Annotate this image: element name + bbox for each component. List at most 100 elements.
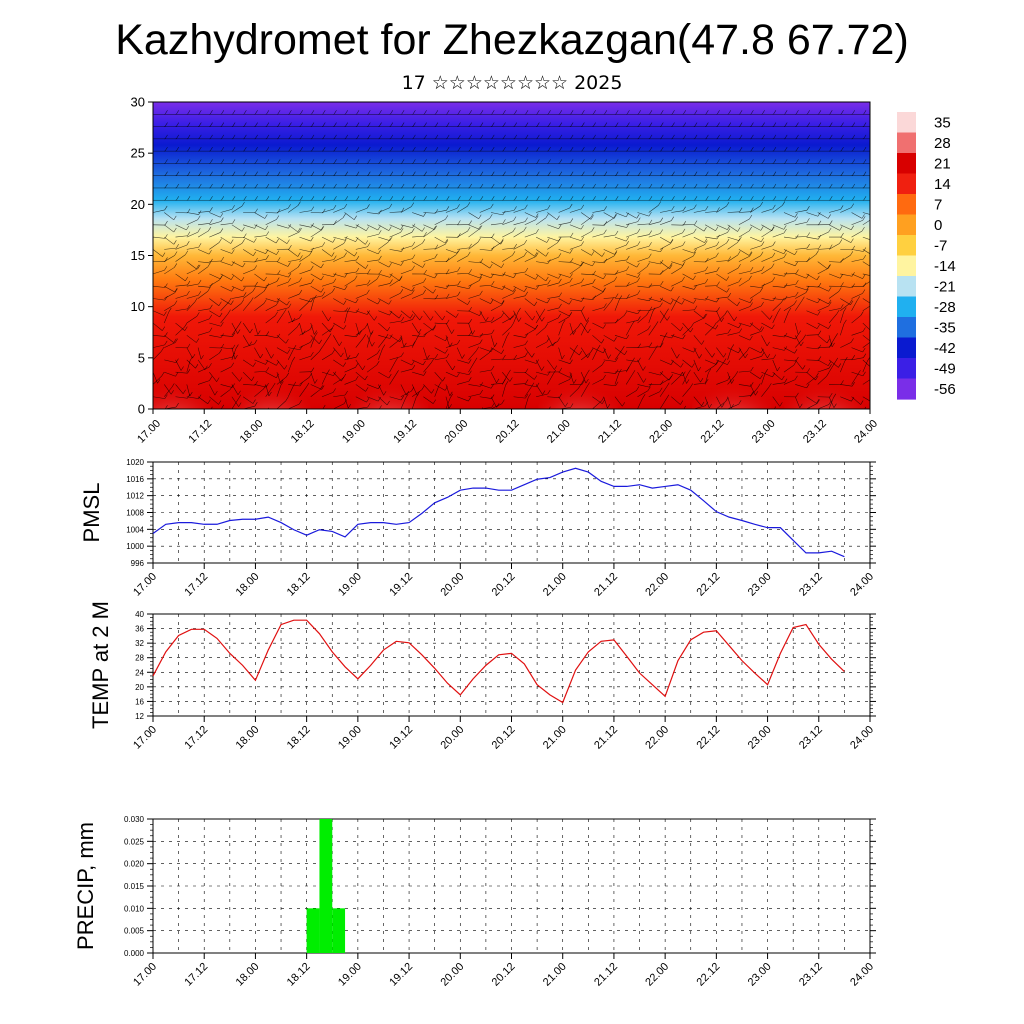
wind-barb-flag <box>843 319 847 325</box>
wind-barb-flag <box>426 354 430 360</box>
wind-barb-flag <box>818 344 822 350</box>
wind-barb-flag <box>198 159 202 164</box>
wind-barb-flag <box>818 110 822 115</box>
wind-barb-flag <box>829 183 833 189</box>
wind-barb <box>535 312 543 324</box>
wind-barb-flag <box>378 171 382 176</box>
wind-barb-flag <box>491 233 495 238</box>
wind-barb-flag <box>525 267 529 273</box>
wind-barb <box>840 396 852 402</box>
wind-barb-flag <box>564 402 568 407</box>
wind-barb <box>153 209 165 213</box>
wind-barb <box>321 282 334 287</box>
wind-barb-flag <box>174 263 178 268</box>
wind-barb-flag <box>266 367 270 372</box>
wind-barb <box>299 254 310 262</box>
wind-barb <box>761 372 766 385</box>
wind-barb-flag <box>773 171 777 176</box>
wind-barb-flag <box>850 238 854 243</box>
wind-barb <box>828 335 833 347</box>
wind-barb-flag <box>704 238 708 243</box>
wind-barb <box>569 261 582 267</box>
wind-barb <box>558 273 571 278</box>
wind-barb <box>592 233 605 238</box>
wind-barb-flag <box>687 369 691 374</box>
y-tick-label: 25 <box>131 146 145 161</box>
hot-spot <box>230 365 311 409</box>
wind-barb-flag <box>728 292 732 298</box>
wind-barb <box>310 351 320 361</box>
wind-barb-flag <box>690 327 694 333</box>
wind-barb-flag <box>275 238 279 244</box>
wind-barb <box>524 310 533 321</box>
wind-barb <box>197 331 210 336</box>
wind-barb <box>581 273 594 276</box>
wind-barb <box>344 408 345 409</box>
wind-barb-flag <box>310 338 314 343</box>
wind-barb-flag <box>432 289 436 294</box>
wind-barb-flag <box>285 339 289 344</box>
y-tick-label: 28 <box>135 654 144 663</box>
wind-barb <box>209 352 220 361</box>
wind-barb <box>175 322 185 331</box>
wind-barb <box>862 298 870 304</box>
wind-barb-flag <box>182 389 186 394</box>
y-tick-label: 0.015 <box>124 882 145 891</box>
wind-barb <box>614 299 620 311</box>
wind-barb-flag <box>287 262 291 267</box>
wind-barb-flag <box>314 379 318 384</box>
wind-barb <box>851 293 863 299</box>
wind-barb-flag <box>559 393 563 398</box>
wind-barb <box>547 408 548 409</box>
wind-barb-flag <box>863 134 867 139</box>
wind-barb-flag <box>795 159 799 164</box>
wind-barb <box>637 398 643 409</box>
wind-barb-flag <box>310 265 314 271</box>
wind-barb-flag <box>481 407 483 409</box>
wind-barb-flag <box>164 134 168 139</box>
wind-barb <box>637 346 650 348</box>
wind-barb-flag <box>626 255 630 261</box>
wind-barb-flag <box>446 171 450 176</box>
wind-barb <box>535 236 547 243</box>
x-tick-label: 22.00 <box>647 418 675 446</box>
wind-barb <box>693 382 706 385</box>
wind-barb-flag <box>345 159 349 164</box>
wind-barb-flag <box>430 358 434 364</box>
wind-barb <box>220 389 231 397</box>
wind-barb-flag <box>739 110 743 115</box>
wind-barb-flag <box>794 261 798 266</box>
wind-barb <box>558 298 570 305</box>
wind-barb-flag <box>251 376 255 381</box>
wind-barb <box>761 358 774 361</box>
x-tick-label: 23.00 <box>746 961 774 989</box>
wind-barb-flag <box>382 344 386 349</box>
wind-barb <box>840 311 845 324</box>
wind-barb-flag <box>164 220 168 226</box>
wind-barb <box>716 296 729 299</box>
wind-barb-flag <box>783 228 787 234</box>
wind-barb-flag <box>773 122 777 127</box>
wind-barb-flag <box>829 146 833 152</box>
series-line <box>152 619 845 704</box>
wind-barb <box>862 379 870 385</box>
wind-barb <box>625 374 633 385</box>
wind-barb-flag <box>586 382 590 387</box>
wind-barb-flag <box>784 183 788 189</box>
wind-barb-flag <box>649 110 653 115</box>
wind-barb <box>828 243 840 250</box>
wind-barb-flag <box>755 391 759 396</box>
wind-barb <box>795 359 803 370</box>
wind-barb <box>625 361 633 373</box>
wind-barb-flag <box>480 146 484 152</box>
x-tick-label: 22.12 <box>699 418 727 446</box>
wind-barb <box>705 211 718 213</box>
wind-barb <box>558 396 566 407</box>
wind-barb-flag <box>399 275 403 280</box>
wind-barb <box>468 393 481 397</box>
wind-barb-flag <box>260 353 264 359</box>
wind-barb-flag <box>828 364 832 369</box>
wind-barb-flag <box>761 171 765 176</box>
wind-barb <box>186 231 198 238</box>
wind-barb-flag <box>698 354 702 359</box>
